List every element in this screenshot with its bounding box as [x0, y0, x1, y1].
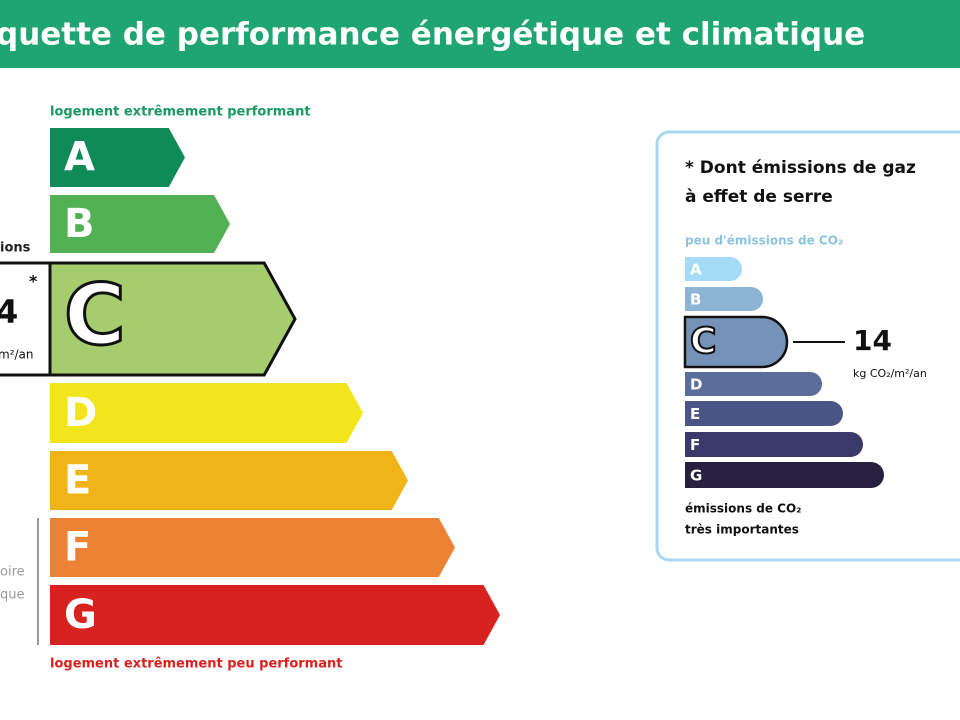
energy-bottom-label: logement extrêmement peu performant — [50, 657, 342, 672]
energy-arrow — [50, 585, 500, 645]
ges-bar — [685, 372, 822, 396]
ges-bar — [685, 287, 763, 311]
ges-title: * Dont émissions de gaz — [685, 158, 916, 178]
side-text: que — [0, 588, 25, 603]
ges-bottom-label: émissions de CO₂ — [685, 502, 801, 516]
ges-bar — [683, 315, 789, 369]
ges-bar — [685, 432, 863, 457]
energy-arrow — [50, 383, 363, 443]
energy-class-letter: C — [64, 266, 126, 364]
energy-class-letter: D — [64, 390, 97, 436]
energy-arrow — [50, 518, 455, 577]
side-text: oire — [0, 565, 25, 580]
ges-class-letter: B — [690, 291, 701, 309]
side-value: 4 — [0, 293, 18, 331]
ges-class-letter: C — [690, 321, 716, 362]
ges-class-letter: G — [690, 467, 702, 485]
ges-top-label: peu d'émissions de CO₂ — [685, 234, 843, 248]
ges-class-letter: F — [690, 436, 700, 454]
energy-class-letter: B — [64, 201, 95, 247]
side-text: ions — [0, 241, 31, 256]
ges-class-letter: A — [690, 261, 702, 279]
ges-bottom-label: très importantes — [685, 523, 799, 537]
side-unit: m²/an — [0, 348, 34, 362]
ges-value: 14 — [853, 324, 892, 357]
ges-class-letter: D — [690, 376, 702, 394]
energy-arrow — [50, 451, 408, 510]
ges-unit: kg CO₂/m²/an — [853, 367, 927, 380]
header-bar — [0, 0, 960, 68]
energy-top-label: logement extrêmement performant — [50, 105, 311, 120]
energy-arrow — [48, 261, 297, 377]
energy-class-letter: G — [64, 592, 97, 638]
energy-class-letter: A — [64, 135, 95, 181]
side-star: * — [29, 272, 38, 291]
ges-class-letter: E — [690, 405, 700, 423]
energy-class-letter: F — [64, 525, 91, 571]
energy-class-letter: E — [64, 458, 91, 504]
header-title: quette de performance énergétique et cli… — [0, 17, 865, 53]
ges-bar — [685, 401, 843, 426]
ges-title: à effet de serre — [685, 187, 833, 207]
energy-arrow — [50, 128, 185, 187]
energy-arrow — [50, 195, 230, 253]
ges-bar — [685, 257, 742, 281]
ges-bar — [685, 462, 884, 488]
